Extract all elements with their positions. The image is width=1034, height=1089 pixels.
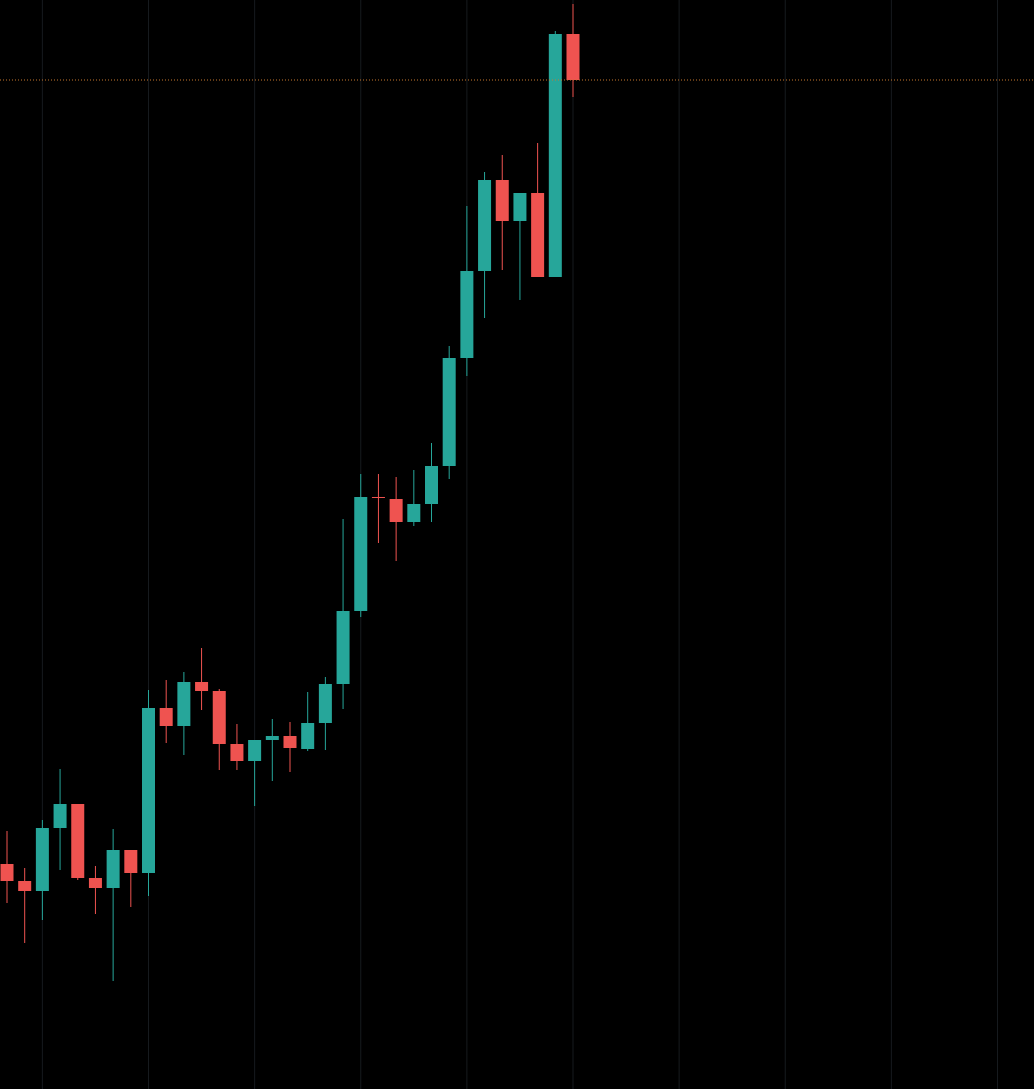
candle-body — [478, 180, 492, 271]
candle-body — [460, 271, 474, 358]
candle-body — [531, 193, 545, 277]
candle-body — [106, 850, 120, 888]
candle-body — [389, 499, 403, 522]
candle-body — [354, 497, 368, 611]
candle-body — [177, 682, 191, 726]
candle-body — [230, 744, 244, 761]
candle-body — [0, 864, 14, 881]
candle-body — [371, 497, 385, 498]
candle-body — [265, 736, 279, 740]
candle-body — [283, 736, 297, 748]
candle-body — [195, 682, 209, 691]
candle-body — [53, 804, 67, 828]
candle-body — [71, 804, 85, 878]
candle-body — [442, 358, 456, 466]
candle-body — [159, 708, 173, 726]
candle-body — [318, 684, 332, 723]
candle-body — [124, 850, 138, 873]
candle-body — [35, 828, 49, 891]
candle-body — [88, 878, 102, 888]
candle-body — [212, 691, 226, 744]
candle-body — [336, 611, 350, 684]
candle-body — [248, 740, 262, 761]
candle-body — [548, 34, 562, 277]
candle-body — [425, 466, 438, 504]
candle-body — [407, 504, 421, 522]
candle-body — [566, 34, 580, 80]
candle-body — [142, 708, 155, 873]
candle-body — [495, 180, 509, 221]
candle-body — [301, 723, 315, 749]
candle-body — [513, 193, 527, 221]
candle-body — [18, 881, 32, 891]
